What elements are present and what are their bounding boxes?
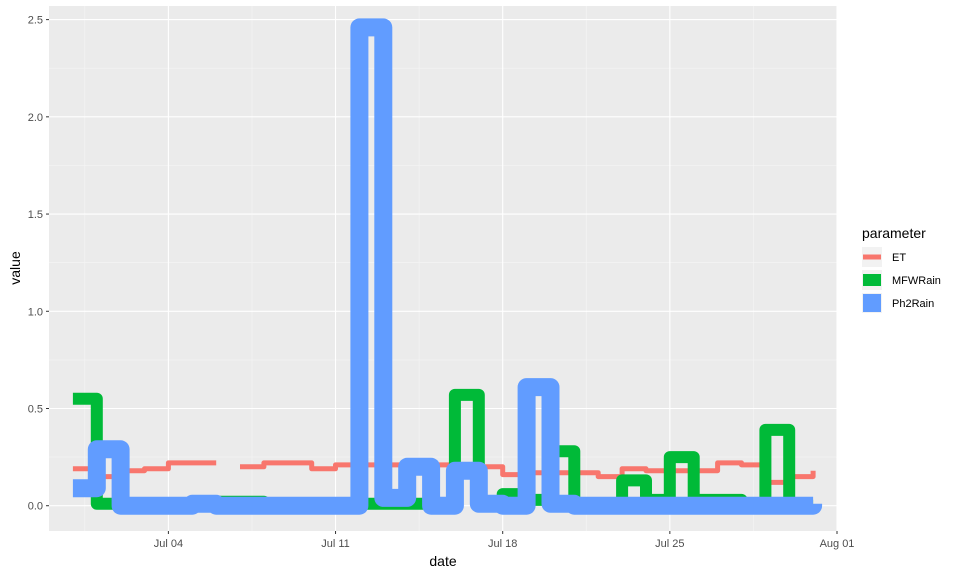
x-axis: Jul 04 Jul 11 Jul 18 Jul 25 Aug 01 xyxy=(154,531,855,550)
plot-background xyxy=(49,6,837,531)
legend: parameter ET MFWRain Ph2Rain xyxy=(862,225,941,313)
legend-key-ph2rain xyxy=(863,294,881,312)
x-tick-label: Jul 11 xyxy=(321,538,350,550)
grid-minor xyxy=(49,6,837,531)
x-tick-label: Jul 04 xyxy=(154,538,183,550)
y-axis: 0.0 0.5 1.0 1.5 2.0 2.5 xyxy=(28,15,49,513)
y-tick-label: 1.0 xyxy=(28,306,43,318)
y-tick-label: 0.0 xyxy=(28,501,43,513)
y-tick-label: 2.5 xyxy=(28,15,43,27)
legend-label-mfwrain: MFWRain xyxy=(892,275,941,287)
y-tick-label: 2.0 xyxy=(28,112,43,124)
x-tick-label: Jul 25 xyxy=(655,538,684,550)
y-tick-label: 1.5 xyxy=(28,209,43,221)
legend-label-et: ET xyxy=(892,252,906,264)
x-tick-label: Jul 18 xyxy=(488,538,517,550)
legend-key-mfwrain xyxy=(863,274,881,286)
legend-key-et xyxy=(863,254,881,260)
grid-major xyxy=(49,6,838,531)
y-axis-title: value xyxy=(7,251,23,285)
series-line-ph2rain xyxy=(72,18,823,515)
legend-title: parameter xyxy=(862,225,926,241)
y-tick-label: 0.5 xyxy=(28,404,43,416)
x-tick-label: Aug 01 xyxy=(820,538,855,550)
x-axis-title: date xyxy=(429,553,456,569)
legend-label-ph2rain: Ph2Rain xyxy=(892,298,934,310)
series-layer xyxy=(72,18,823,515)
